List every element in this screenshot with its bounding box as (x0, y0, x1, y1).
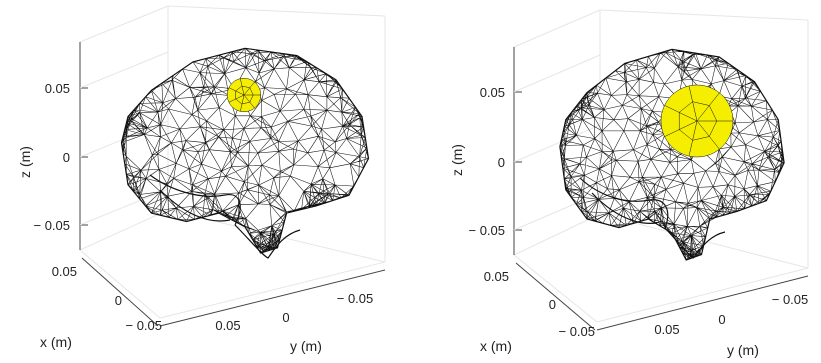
mesh-fold (664, 227, 726, 259)
yellow-source-patch (660, 84, 734, 158)
axis-box-edge (167, 5, 386, 17)
z-gridline (513, 54, 601, 93)
axis-box-edge (79, 209, 169, 251)
z-gridline (513, 192, 601, 231)
brain-mesh-plot-right: 0.05 0 − 0.05 z (m) 0.05 0 − 0.05 x (m) … (449, 9, 809, 358)
axis-box-edge (79, 5, 169, 43)
mesh-fold (149, 174, 241, 226)
patch-triangles (228, 78, 261, 112)
z-tick-label: − 0.05 (33, 218, 70, 233)
mesh-fold (234, 224, 301, 259)
brain-wireframe-mesh (559, 48, 785, 261)
z-tick-label: 0 (498, 155, 505, 170)
axis-box-edge (79, 249, 161, 319)
axis-box-edge (596, 267, 809, 323)
z-axis-label: z (m) (17, 146, 33, 178)
mesh-outline (559, 48, 785, 261)
mesh-fold (159, 189, 231, 222)
mesh-outline (120, 47, 370, 254)
y-tick-label: 0.05 (215, 318, 240, 333)
x-axis-line (81, 257, 159, 327)
y-tick-label: 0 (282, 310, 289, 325)
y-tick-label: − 0.05 (337, 291, 374, 306)
y-axis-label: y (m) (727, 342, 759, 358)
x-tick-label: 0 (549, 297, 556, 312)
x-axis-label: x (m) (480, 338, 512, 354)
axis-box-edge (159, 261, 386, 319)
y-tick-label: − 0.05 (772, 292, 809, 307)
z-tick-label: 0 (63, 150, 70, 165)
axis-box-edge (513, 213, 601, 256)
x-axis-label: x (m) (40, 334, 72, 350)
mesh-fold (579, 177, 669, 229)
x-axis-line (515, 262, 596, 331)
brain-mesh-plot-left: 0.05 0 − 0.05 z (m) 0.05 0 − 0.05 x (m) … (17, 5, 386, 354)
x-tick-label: − 0.05 (125, 318, 162, 333)
patch-triangles (664, 85, 733, 157)
z-tick-label: 0.05 (45, 81, 70, 96)
y-axis-line (159, 269, 386, 327)
x-tick-label: 0 (115, 293, 122, 308)
x-tick-label: − 0.05 (558, 324, 595, 339)
z-gridline (79, 51, 169, 89)
y-tick-label: 0 (718, 312, 725, 327)
z-gridline (513, 124, 601, 163)
axis-box-edge (513, 9, 601, 48)
y-axis-label: y (m) (290, 338, 322, 354)
mesh-edges (559, 49, 785, 261)
z-tick-label: 0.05 (480, 85, 505, 100)
yellow-source-patch (226, 77, 262, 113)
z-axis-label: z (m) (449, 144, 465, 176)
z-tick-label: − 0.05 (468, 223, 505, 238)
axis-box-edge (599, 9, 809, 21)
axis-box-edge (513, 254, 598, 323)
y-axis-line (596, 275, 809, 331)
mesh-fold (591, 192, 658, 224)
x-tick-label: 0.05 (52, 264, 77, 279)
y-tick-label: 0.05 (654, 322, 679, 337)
brain-wireframe-mesh (120, 47, 370, 259)
z-gridline (79, 188, 169, 226)
x-tick-label: 0.05 (484, 269, 509, 284)
